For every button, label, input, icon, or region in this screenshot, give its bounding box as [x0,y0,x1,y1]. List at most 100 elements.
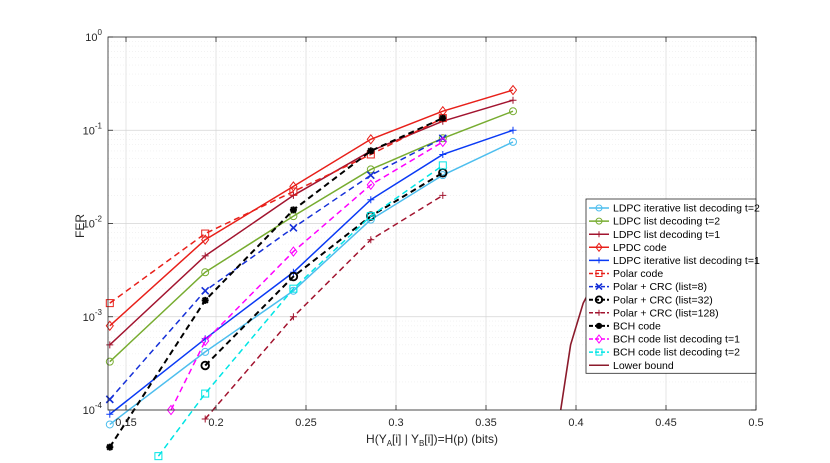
marker-square [595,270,603,277]
x-axis-label: H(YA[i] | YB[i])=H(p) (bits) [366,432,498,448]
legend-label: LPDC code [613,242,667,254]
marker-plus [596,309,602,316]
legend-label: LDPC iterative list decoding t=2 [613,203,760,215]
marker-square [366,212,375,221]
legend-label: LDPC list decoding t=1 [613,229,720,241]
marker-diamond [508,84,518,96]
marker-circle [438,134,447,143]
marker-circle [288,271,299,282]
marker-plus [106,341,114,349]
marker-star [289,206,297,214]
marker-diamond [595,242,603,253]
legend-item: BCH code list decoding t=2 [589,347,740,359]
series-9 [106,114,447,451]
legend-item: LDPC iterative list decoding t=2 [589,203,760,215]
y-tick-label: 10-4 [83,401,103,417]
marker-x [289,223,298,232]
marker-plus [596,231,602,238]
marker-diamond [105,320,114,332]
marker-circle [201,347,210,356]
marker-x [595,283,603,291]
marker-diamond [438,136,447,148]
ticks: 0.15 0.2 0.25 0.3 0.35 0.4 0.45 0.5 100 10-1 10-2 1… [83,28,764,429]
marker-plus [439,150,447,158]
marker-plus [367,236,375,244]
marker-star [439,114,447,122]
marker-plus [596,257,602,264]
legend-item: BCH code list decoding t=1 [589,334,740,346]
marker-diamond [366,179,375,191]
marker-star [201,296,209,304]
marker-x [201,286,210,295]
legend-item: Polar + CRC (list=32) [589,294,713,306]
marker-plus [439,191,447,199]
x-tick-label: 0.5 [748,417,763,429]
series-10 [166,136,447,416]
marker-square [289,284,298,293]
marker-circle [595,217,603,225]
marker-square [438,161,447,170]
legend-item: Polar + CRC (list=128) [589,307,719,319]
series-line [109,141,514,426]
marker-circle [594,295,604,304]
series-line [109,89,514,327]
y-axis-label: FER [73,214,87,238]
series-8 [201,191,447,423]
x-tick-label: 0.2 [208,417,223,429]
marker-plus [106,410,114,418]
legend-item: LDPC list decoding t=1 [589,229,720,241]
legend-label: BCH code list decoding t=1 [613,334,740,346]
marker-diamond [289,246,298,257]
series-group [105,84,649,461]
legend-label: Polar + CRC (list=128) [613,307,719,319]
legend-label: Polar + CRC (list=32) [613,294,713,306]
y-tick-label: 10-3 [83,308,103,324]
marker-plus [289,313,297,321]
x-tick-label: 0.4 [568,417,583,429]
x-tick-label: 0.45 [655,417,676,429]
legend-label: BCH code [613,321,661,333]
marker-diamond [289,181,298,192]
marker-x [105,395,114,404]
legend-item: LPDC code [589,242,667,254]
marker-square [201,389,210,398]
series-6 [105,134,447,404]
series-line [157,164,444,457]
marker-circle [105,357,114,366]
series-line [109,99,514,346]
y-tick-label: 100 [85,28,102,44]
legend-box [585,198,757,374]
y-tick-label: 10-2 [83,215,103,231]
marker-diamond [166,404,176,416]
marker-circle [366,165,375,174]
legend-label: Polar code [613,268,663,280]
marker-square [201,229,210,238]
marker-square [154,452,163,461]
legend-item: Polar code [589,268,663,280]
marker-star [106,443,114,451]
marker-circle [595,204,603,212]
marker-plus [509,126,517,134]
legend-label: LDPC iterative list decoding t=1 [613,255,760,267]
legend-label: Polar + CRC (list=8) [613,281,707,293]
legend-label: LDPC list decoding t=2 [613,216,720,228]
x-tick-label: 0.25 [295,417,316,429]
marker-circle [200,360,210,371]
legend-item: LDPC list decoding t=2 [589,216,720,228]
legend-label: BCH code list decoding t=2 [613,347,740,359]
x-tick-label: 0.35 [475,417,496,429]
marker-square [595,348,603,356]
marker-circle [201,268,210,277]
marker-star [596,322,602,329]
marker-x [366,171,375,180]
marker-square [105,299,114,308]
legend-item: LDPC iterative list decoding t=1 [589,255,760,267]
x-tick-label: 0.3 [388,417,403,429]
marker-diamond [366,133,375,145]
marker-plus [201,415,209,423]
legend-item: Lower bound [589,360,674,372]
marker-star [367,147,375,155]
series-line [170,141,444,411]
